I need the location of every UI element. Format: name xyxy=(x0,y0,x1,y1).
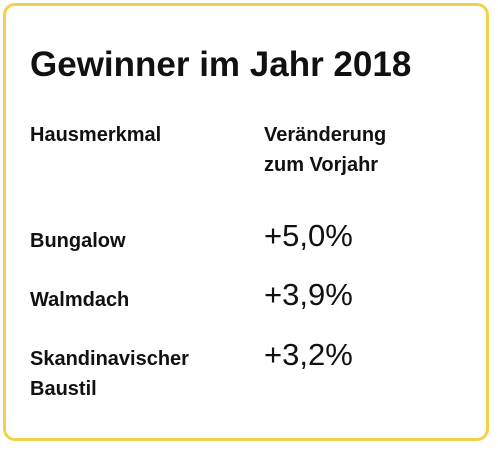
card-title: Gewinner im Jahr 2018 xyxy=(30,45,412,84)
column-header-feature: Hausmerkmal xyxy=(30,124,162,146)
column-header-change: Veränderung zum Vorjahr xyxy=(264,120,464,180)
column-header-change-line2: zum Vorjahr xyxy=(264,154,379,176)
row-value-walmdach: +3,9% xyxy=(264,277,353,312)
row-label-walmdach: Walmdach xyxy=(30,289,130,311)
row-value-bungalow: +5,0% xyxy=(264,218,353,253)
row-label-bungalow: Bungalow xyxy=(30,230,126,252)
row-label-line1: Skandinavischer xyxy=(30,348,189,370)
row-label-line2: Baustil xyxy=(30,378,97,400)
column-header-change-line1: Veränderung xyxy=(264,124,387,146)
winners-card: Gewinner im Jahr 2018 Hausmerkmal Veränd… xyxy=(3,3,489,441)
row-label-skandinavischer-baustil: Skandinavischer Baustil xyxy=(30,344,240,404)
row-value-skandinavischer-baustil: +3,2% xyxy=(264,337,353,372)
